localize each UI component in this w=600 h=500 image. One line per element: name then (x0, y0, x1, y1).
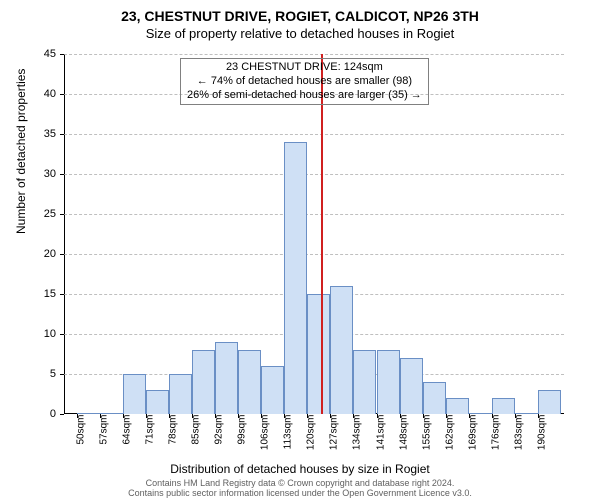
x-tick-label: 50sqm (76, 415, 87, 445)
x-tick-label: 127sqm (329, 415, 340, 451)
x-tick-label: 120sqm (306, 415, 317, 451)
y-tick (60, 414, 64, 415)
x-tick-label: 71sqm (145, 415, 156, 445)
y-tick (60, 174, 64, 175)
x-tick-label: 155sqm (421, 415, 432, 451)
y-tick-label: 35 (26, 128, 56, 140)
histogram-bar (307, 294, 330, 414)
histogram-bar (146, 390, 169, 414)
footer-line-2: Contains public sector information licen… (0, 488, 600, 498)
y-tick (60, 294, 64, 295)
x-tick-label: 99sqm (237, 415, 248, 445)
histogram-bar (261, 366, 284, 414)
x-tick-label: 57sqm (99, 415, 110, 445)
gridline (64, 214, 564, 215)
x-tick-label: 78sqm (168, 415, 179, 445)
y-tick-label: 25 (26, 208, 56, 220)
x-tick-label: 183sqm (513, 415, 524, 451)
footer-line-1: Contains HM Land Registry data © Crown c… (0, 478, 600, 488)
y-tick (60, 334, 64, 335)
histogram-bar (330, 286, 353, 414)
y-tick-label: 45 (26, 48, 56, 60)
reference-line (321, 54, 323, 414)
y-axis-line (64, 54, 65, 414)
histogram-bar (215, 342, 238, 414)
histogram-bar (377, 350, 400, 414)
histogram-bar (169, 374, 192, 414)
x-tick-label: 148sqm (398, 415, 409, 451)
x-tick-label: 85sqm (191, 415, 202, 445)
x-tick-label: 134sqm (352, 415, 363, 451)
y-tick-label: 10 (26, 328, 56, 340)
y-tick-label: 40 (26, 88, 56, 100)
histogram-bar (284, 142, 307, 414)
plot-area: 05101520253035404550sqm57sqm64sqm71sqm78… (64, 54, 564, 414)
x-tick-label: 169sqm (467, 415, 478, 451)
y-tick-label: 5 (26, 368, 56, 380)
histogram-bar (400, 358, 423, 414)
y-tick-label: 15 (26, 288, 56, 300)
gridline (64, 174, 564, 175)
y-tick-label: 0 (26, 408, 56, 420)
y-tick (60, 254, 64, 255)
y-tick (60, 94, 64, 95)
y-tick-label: 30 (26, 168, 56, 180)
histogram-bar (492, 398, 515, 414)
x-axis-label: Distribution of detached houses by size … (0, 462, 600, 476)
histogram-bar (123, 374, 146, 414)
x-tick-label: 64sqm (122, 415, 133, 445)
title-line-1: 23, CHESTNUT DRIVE, ROGIET, CALDICOT, NP… (0, 0, 600, 24)
y-tick (60, 374, 64, 375)
title-line-2: Size of property relative to detached ho… (0, 24, 600, 41)
gridline (64, 254, 564, 255)
histogram-bar (353, 350, 376, 414)
x-tick-label: 106sqm (260, 415, 271, 451)
x-tick-label: 92sqm (214, 415, 225, 445)
footer-attribution: Contains HM Land Registry data © Crown c… (0, 478, 600, 498)
annotation-line-1: 23 CHESTNUT DRIVE: 124sqm (187, 61, 422, 75)
histogram-bar (538, 390, 561, 414)
histogram-bar (423, 382, 446, 414)
annotation-line-2: ← 74% of detached houses are smaller (98… (187, 75, 422, 89)
x-tick-label: 176sqm (490, 415, 501, 451)
annotation-box: 23 CHESTNUT DRIVE: 124sqm← 74% of detach… (180, 58, 429, 105)
x-tick-label: 141sqm (375, 415, 386, 451)
gridline (64, 54, 564, 55)
histogram-bar (446, 398, 469, 414)
gridline (64, 134, 564, 135)
y-tick (60, 214, 64, 215)
x-tick-label: 113sqm (283, 415, 294, 450)
annotation-line-3: 26% of semi-detached houses are larger (… (187, 89, 422, 103)
y-tick (60, 134, 64, 135)
x-tick-label: 162sqm (444, 415, 455, 451)
histogram-bar (192, 350, 215, 414)
x-tick-label: 190sqm (536, 415, 547, 451)
y-tick-label: 20 (26, 248, 56, 260)
histogram-bar (238, 350, 261, 414)
chart-container: 23, CHESTNUT DRIVE, ROGIET, CALDICOT, NP… (0, 0, 600, 500)
y-tick (60, 54, 64, 55)
